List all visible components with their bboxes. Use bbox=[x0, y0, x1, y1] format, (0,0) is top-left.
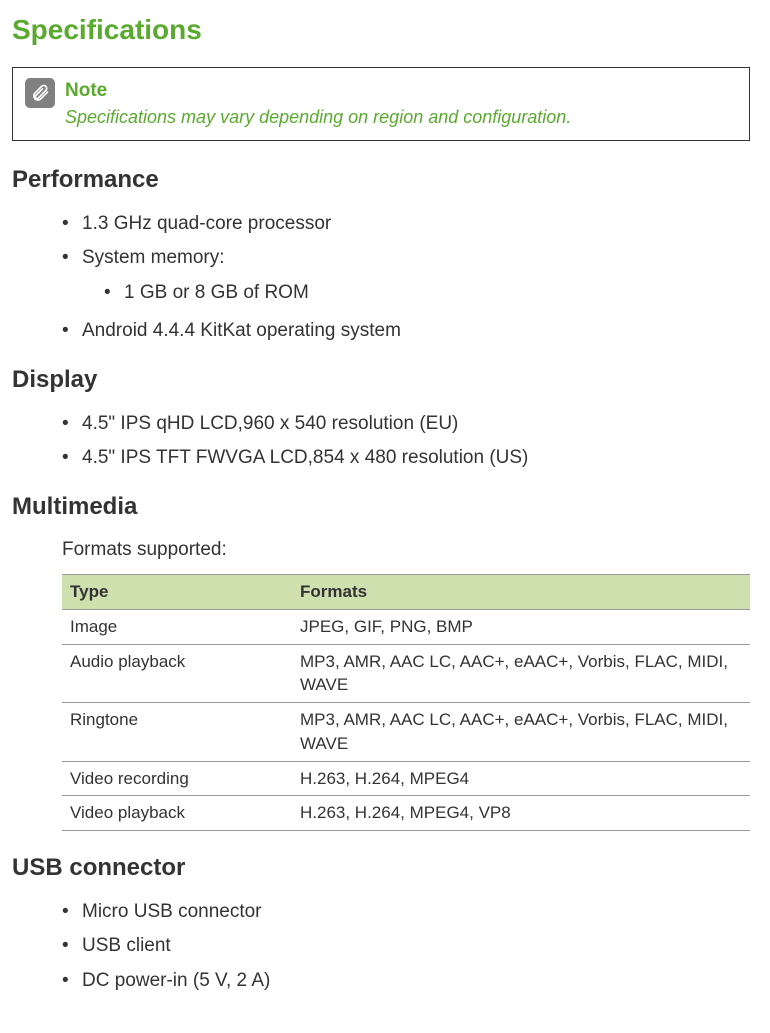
cell-formats: H.263, H.264, MPEG4 bbox=[292, 761, 750, 796]
table-header-type: Type bbox=[62, 574, 292, 609]
paperclip-icon bbox=[25, 78, 55, 108]
cell-formats: MP3, AMR, AAC LC, AAC+, eAAC+, Vorbis, F… bbox=[292, 703, 750, 762]
note-label: Note bbox=[65, 78, 737, 105]
formats-intro: Formats supported: bbox=[12, 537, 750, 564]
table-row: Image JPEG, GIF, PNG, BMP bbox=[62, 609, 750, 644]
cell-formats: H.263, H.264, MPEG4, VP8 bbox=[292, 796, 750, 831]
list-item: 1 GB or 8 GB of ROM bbox=[104, 280, 750, 307]
table-header-formats: Formats bbox=[292, 574, 750, 609]
sub-list: 1 GB or 8 GB of ROM bbox=[82, 280, 750, 307]
section-heading-usb: USB connector bbox=[12, 851, 750, 885]
performance-list: 1.3 GHz quad-core processor System memor… bbox=[12, 211, 750, 345]
table-row: Video recording H.263, H.264, MPEG4 bbox=[62, 761, 750, 796]
list-item: DC power-in (5 V, 2 A) bbox=[62, 968, 750, 995]
list-item: System memory: 1 GB or 8 GB of ROM bbox=[62, 245, 750, 306]
cell-type: Video recording bbox=[62, 761, 292, 796]
cell-type: Video playback bbox=[62, 796, 292, 831]
display-list: 4.5" IPS qHD LCD,960 x 540 resolution (E… bbox=[12, 411, 750, 472]
list-item: USB client bbox=[62, 933, 750, 960]
usb-list: Micro USB connector USB client DC power-… bbox=[12, 899, 750, 995]
cell-type: Image bbox=[62, 609, 292, 644]
list-item-label: System memory: bbox=[82, 247, 225, 268]
note-text: Note Specifications may vary depending o… bbox=[65, 78, 737, 130]
table-row: Ringtone MP3, AMR, AAC LC, AAC+, eAAC+, … bbox=[62, 703, 750, 762]
cell-type: Audio playback bbox=[62, 644, 292, 703]
list-item: 1.3 GHz quad-core processor bbox=[62, 211, 750, 238]
cell-type: Ringtone bbox=[62, 703, 292, 762]
list-item: 4.5" IPS TFT FWVGA LCD,854 x 480 resolut… bbox=[62, 445, 750, 472]
cell-formats: JPEG, GIF, PNG, BMP bbox=[292, 609, 750, 644]
page-title: Specifications bbox=[12, 10, 750, 49]
list-item: Micro USB connector bbox=[62, 899, 750, 926]
list-item: 4.5" IPS qHD LCD,960 x 540 resolution (E… bbox=[62, 411, 750, 438]
list-item: Android 4.4.4 KitKat operating system bbox=[62, 318, 750, 345]
note-body: Specifications may vary depending on reg… bbox=[65, 105, 737, 130]
table-row: Video playback H.263, H.264, MPEG4, VP8 bbox=[62, 796, 750, 831]
formats-table: Type Formats Image JPEG, GIF, PNG, BMP A… bbox=[62, 574, 750, 831]
table-row: Audio playback MP3, AMR, AAC LC, AAC+, e… bbox=[62, 644, 750, 703]
section-heading-display: Display bbox=[12, 363, 750, 397]
cell-formats: MP3, AMR, AAC LC, AAC+, eAAC+, Vorbis, F… bbox=[292, 644, 750, 703]
note-box: Note Specifications may vary depending o… bbox=[12, 67, 750, 141]
section-heading-performance: Performance bbox=[12, 163, 750, 197]
section-heading-multimedia: Multimedia bbox=[12, 490, 750, 524]
